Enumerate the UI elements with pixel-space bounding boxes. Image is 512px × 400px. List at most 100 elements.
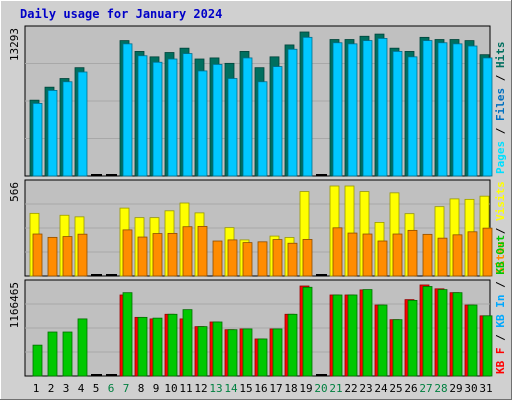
empty-day-marker <box>106 374 117 376</box>
day-label: 7 <box>123 382 130 395</box>
bar-sites <box>47 236 58 277</box>
day-label: 13 <box>209 382 222 395</box>
bar-kb-out <box>227 329 238 377</box>
day-label: 16 <box>254 382 267 395</box>
legend-entry: / <box>494 121 507 141</box>
bar-kb-out <box>467 304 478 377</box>
legend-entry: / <box>494 68 507 88</box>
bar-kb-out <box>182 309 193 377</box>
bar-files <box>362 40 373 177</box>
bar-sites <box>377 240 388 277</box>
bar-kb-out <box>392 319 403 377</box>
bar-files <box>137 55 148 177</box>
bar-sites <box>257 241 268 277</box>
day-label: 23 <box>359 382 372 395</box>
day-label: 15 <box>239 382 252 395</box>
bar-sites <box>122 229 133 277</box>
bar-sites <box>407 229 418 277</box>
bar-kb-out <box>422 286 433 377</box>
day-label: 8 <box>138 382 145 395</box>
bar-kb-out <box>77 318 88 377</box>
bar-sites <box>437 237 448 277</box>
bar-kb-out <box>242 328 253 377</box>
bar-files <box>452 43 463 177</box>
day-label: 1 <box>33 382 40 395</box>
empty-day-marker <box>91 174 102 176</box>
legend-entry: / <box>494 221 507 241</box>
empty-day-marker <box>91 274 102 276</box>
bar-sites <box>32 233 43 277</box>
bar-kb-out <box>272 328 283 377</box>
day-label: 9 <box>153 382 160 395</box>
bar-kb-out <box>437 289 448 377</box>
empty-day-marker <box>316 174 327 176</box>
bar-sites <box>227 239 238 277</box>
bar-files <box>257 81 268 177</box>
bar-kb-out <box>302 286 313 377</box>
panel-legend: Sites / Visits <box>494 181 507 274</box>
bar-files <box>212 64 223 177</box>
bar-files <box>422 40 433 177</box>
bar-files <box>62 81 73 177</box>
empty-day-marker <box>91 374 102 376</box>
bar-files <box>407 56 418 177</box>
legend-entry: KB F <box>494 348 507 375</box>
bar-sites <box>212 240 223 277</box>
bar-files <box>302 36 313 177</box>
bar-files <box>482 57 493 177</box>
bar-files <box>437 42 448 177</box>
legend-entry: Files <box>494 88 507 121</box>
day-label: 11 <box>179 382 192 395</box>
y-max-label: 13293 <box>8 28 21 61</box>
legend-entry: KB Out <box>494 235 507 275</box>
panel-legend: KB F / KB In / KB Out <box>494 235 507 374</box>
day-labels: 1 2 3 4 5 6 7 8 9 10 11 12 13 14 15 16 17 18 19 20 21 22 23 24 2… <box>33 382 493 395</box>
bar-files <box>152 61 163 177</box>
bar-files <box>272 66 283 177</box>
bar-kb-out <box>152 317 163 377</box>
bar-files <box>32 103 43 177</box>
bar-files <box>47 90 58 177</box>
bar-files <box>287 48 298 177</box>
bar-sites <box>62 236 73 277</box>
bar-sites <box>347 232 358 277</box>
empty-day-marker <box>106 274 117 276</box>
panel-hits-files-pages: 13293 Pages / Files / Hits <box>8 25 507 177</box>
day-label: 5 <box>93 382 100 395</box>
day-label: 22 <box>344 382 357 395</box>
bar-files <box>122 43 133 177</box>
bar-kb-out <box>47 331 58 377</box>
bar-files <box>167 58 178 177</box>
bar-sites <box>422 233 433 277</box>
day-label: 6 <box>108 382 115 395</box>
bar-sites <box>272 239 283 277</box>
bar-sites <box>152 233 163 277</box>
day-label: 21 <box>329 382 342 395</box>
bar-kb-out <box>362 289 373 377</box>
bar-kb-out <box>452 292 463 377</box>
bar-sites <box>362 233 373 277</box>
day-label: 14 <box>224 382 238 395</box>
legend-entry: KB In <box>494 295 507 328</box>
bar-sites <box>482 227 493 277</box>
legend-entry: Sites <box>494 241 507 274</box>
bar-sites <box>287 242 298 277</box>
bar-kb-out <box>32 344 43 377</box>
legend-entry: / <box>494 275 507 295</box>
bar-kb-out <box>62 331 73 377</box>
panel-legend: Pages / Files / Hits <box>494 42 507 175</box>
bar-sites <box>167 232 178 277</box>
day-label: 20 <box>314 382 327 395</box>
bar-files <box>332 42 343 177</box>
bar-kb-out <box>137 316 148 377</box>
bar-files <box>467 45 478 177</box>
day-label: 10 <box>164 382 177 395</box>
day-label: 25 <box>389 382 402 395</box>
day-label: 18 <box>284 382 297 395</box>
bar-sites <box>332 227 343 277</box>
day-label: 24 <box>374 382 388 395</box>
y-max-label: 566 <box>8 182 21 202</box>
panel-visits-sites: 566 Sites / Visits <box>8 179 507 277</box>
day-label: 4 <box>78 382 85 395</box>
